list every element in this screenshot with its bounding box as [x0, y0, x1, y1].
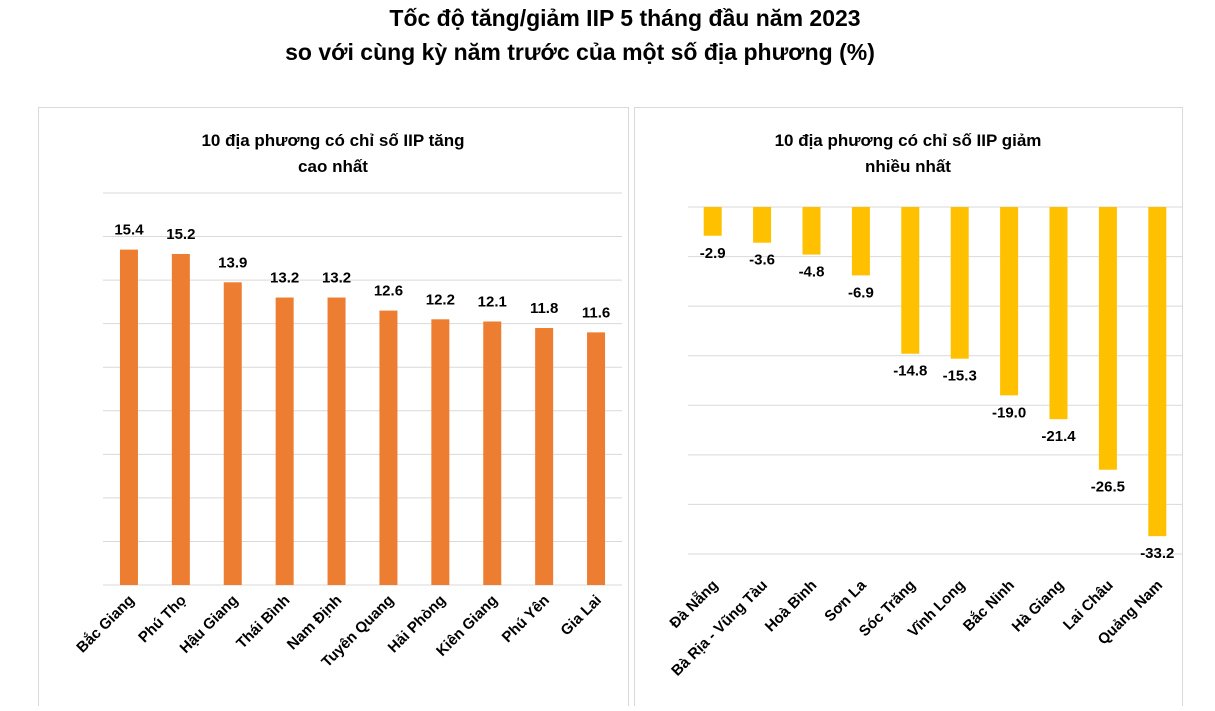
- data-label: 12.6: [374, 283, 403, 300]
- data-label: 11.6: [582, 304, 610, 321]
- x-tick-label: Phú Yên: [499, 592, 553, 646]
- bar: [587, 332, 606, 585]
- panel-title: 10 địa phương có chỉ số IIP tăng: [201, 131, 464, 150]
- bar: [802, 207, 821, 255]
- data-label: 12.1: [478, 293, 507, 310]
- x-tick-label: Sơn La: [821, 576, 870, 625]
- panel-title: nhiều nhất: [865, 157, 951, 176]
- x-tick-label: Phú Thọ: [135, 592, 189, 646]
- data-label: -19.0: [992, 404, 1026, 421]
- data-label: -4.8: [799, 264, 825, 281]
- bar: [535, 328, 554, 585]
- bar: [901, 207, 920, 354]
- chart-title: Tốc độ tăng/giảm IIP 5 tháng đầu năm 202…: [389, 5, 860, 31]
- x-tick-label: Bắc Ninh: [959, 576, 1018, 635]
- data-label: -33.2: [1140, 545, 1174, 562]
- bar: [275, 297, 294, 585]
- bar: [950, 207, 969, 359]
- x-tick-label: Bắc Giang: [73, 591, 138, 656]
- data-label: -3.6: [749, 252, 775, 269]
- panel-title: cao nhất: [298, 157, 368, 176]
- bar: [171, 253, 190, 585]
- bar: [753, 207, 772, 243]
- data-label: 12.2: [426, 291, 455, 308]
- data-label: 15.4: [114, 222, 144, 239]
- bar: [327, 297, 346, 585]
- data-label: -26.5: [1091, 479, 1125, 496]
- x-tick-label: Hoà Bình: [762, 577, 821, 636]
- bar: [703, 207, 722, 236]
- data-label: -6.9: [848, 284, 874, 301]
- bar: [1148, 207, 1167, 537]
- panel-frame: [38, 107, 629, 711]
- bar: [1049, 207, 1068, 420]
- data-label: -14.8: [893, 363, 927, 380]
- data-label: -2.9: [700, 245, 726, 262]
- bar: [1098, 207, 1117, 470]
- data-label: -21.4: [1041, 428, 1076, 445]
- data-label: 15.2: [166, 226, 195, 243]
- bar: [1000, 207, 1019, 396]
- bar: [851, 207, 870, 276]
- data-label: 11.8: [530, 300, 558, 317]
- panel-title: 10 địa phương có chỉ số IIP giảm: [775, 131, 1042, 150]
- data-label: 13.9: [218, 254, 247, 271]
- data-label: -15.3: [943, 368, 977, 385]
- bar: [119, 249, 138, 585]
- data-label: 13.2: [270, 270, 299, 287]
- panel-frame: [634, 107, 1183, 711]
- bar: [379, 310, 398, 585]
- bar: [431, 319, 450, 585]
- x-tick-label: Gia Lai: [557, 592, 604, 639]
- x-tick-label: Bà Rịa - Vũng Tàu: [668, 577, 771, 680]
- x-tick-label: Hà Giang: [1009, 577, 1068, 636]
- bar: [483, 321, 502, 585]
- chart-title: so với cùng kỳ năm trước của một số địa …: [285, 39, 875, 65]
- data-label: 13.2: [322, 270, 351, 287]
- bar: [223, 282, 242, 585]
